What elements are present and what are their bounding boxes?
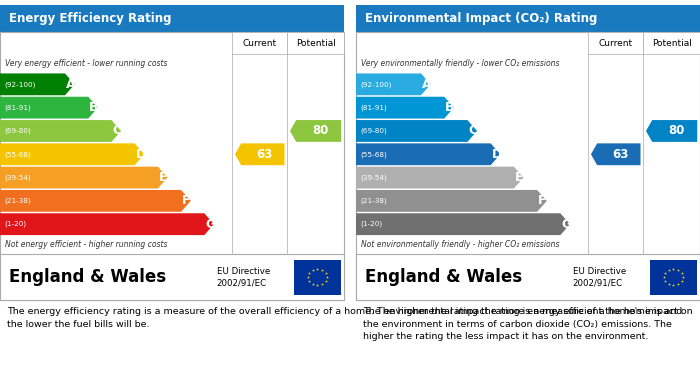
Text: Environmental Impact (CO₂) Rating: Environmental Impact (CO₂) Rating [365, 12, 597, 25]
Text: (69-80): (69-80) [4, 128, 31, 134]
Text: England & Wales: England & Wales [8, 268, 166, 286]
Text: Very energy efficient - lower running costs: Very energy efficient - lower running co… [5, 59, 168, 68]
Bar [356, 5, 700, 32]
Text: (55-68): (55-68) [4, 151, 31, 158]
Text: A: A [422, 78, 432, 91]
Text: Energy Efficiency Rating: Energy Efficiency Rating [8, 12, 171, 25]
Bar [643, 32, 700, 54]
Polygon shape [356, 74, 430, 95]
Text: Potential: Potential [652, 39, 692, 48]
Polygon shape [0, 97, 98, 118]
Polygon shape [356, 120, 477, 142]
Bar [0, 254, 344, 300]
Text: E: E [515, 171, 524, 184]
Polygon shape [0, 213, 214, 235]
Text: EU Directive
2002/91/EC: EU Directive 2002/91/EC [217, 267, 270, 287]
Text: C: C [468, 124, 477, 138]
Text: (92-100): (92-100) [360, 81, 391, 88]
Text: B: B [445, 101, 455, 114]
Text: E: E [159, 171, 167, 184]
Polygon shape [356, 213, 570, 235]
Text: G: G [561, 218, 572, 231]
Polygon shape [591, 143, 640, 165]
Text: B: B [90, 101, 99, 114]
Text: 63: 63 [612, 148, 629, 161]
Text: F: F [538, 194, 547, 207]
Polygon shape [0, 120, 121, 142]
Polygon shape [0, 143, 144, 165]
Polygon shape [0, 167, 167, 188]
Bar [588, 32, 643, 54]
Polygon shape [356, 97, 454, 118]
Text: (21-38): (21-38) [4, 197, 31, 204]
Polygon shape [290, 120, 341, 142]
Text: 80: 80 [668, 124, 685, 138]
Polygon shape [356, 190, 547, 212]
Text: The energy efficiency rating is a measure of the overall efficiency of a home. T: The energy efficiency rating is a measur… [7, 307, 682, 329]
Text: C: C [113, 124, 122, 138]
Text: F: F [182, 194, 190, 207]
Text: D: D [491, 148, 502, 161]
Text: G: G [205, 218, 216, 231]
Text: D: D [136, 148, 146, 161]
Text: The environmental impact rating is a measure of a home's impact on the environme: The environmental impact rating is a mea… [363, 307, 692, 341]
Bar [356, 254, 700, 300]
Text: EU Directive
2002/91/EC: EU Directive 2002/91/EC [573, 267, 626, 287]
Text: Not energy efficient - higher running costs: Not energy efficient - higher running co… [5, 240, 168, 249]
Bar [287, 32, 344, 54]
Text: (21-38): (21-38) [360, 197, 387, 204]
Text: Potential: Potential [295, 39, 335, 48]
Text: 80: 80 [313, 124, 329, 138]
Text: Not environmentally friendly - higher CO₂ emissions: Not environmentally friendly - higher CO… [361, 240, 560, 249]
Polygon shape [0, 74, 75, 95]
Text: Very environmentally friendly - lower CO₂ emissions: Very environmentally friendly - lower CO… [361, 59, 560, 68]
Text: (39-54): (39-54) [360, 174, 387, 181]
Text: 63: 63 [257, 148, 273, 161]
Polygon shape [0, 190, 190, 212]
Text: (69-80): (69-80) [360, 128, 387, 134]
Bar [650, 260, 696, 295]
Bar [232, 32, 287, 54]
Text: Current: Current [598, 39, 633, 48]
Text: (55-68): (55-68) [360, 151, 387, 158]
Polygon shape [646, 120, 697, 142]
Text: (81-91): (81-91) [360, 104, 387, 111]
Bar [294, 260, 341, 295]
Text: (81-91): (81-91) [4, 104, 31, 111]
Polygon shape [356, 167, 524, 188]
Text: (1-20): (1-20) [4, 221, 27, 228]
Text: A: A [66, 78, 76, 91]
Bar [0, 5, 344, 32]
Polygon shape [356, 143, 500, 165]
Text: England & Wales: England & Wales [365, 268, 522, 286]
Text: Current: Current [243, 39, 276, 48]
Text: (1-20): (1-20) [360, 221, 382, 228]
Text: (39-54): (39-54) [4, 174, 31, 181]
Polygon shape [235, 143, 284, 165]
Text: (92-100): (92-100) [4, 81, 36, 88]
